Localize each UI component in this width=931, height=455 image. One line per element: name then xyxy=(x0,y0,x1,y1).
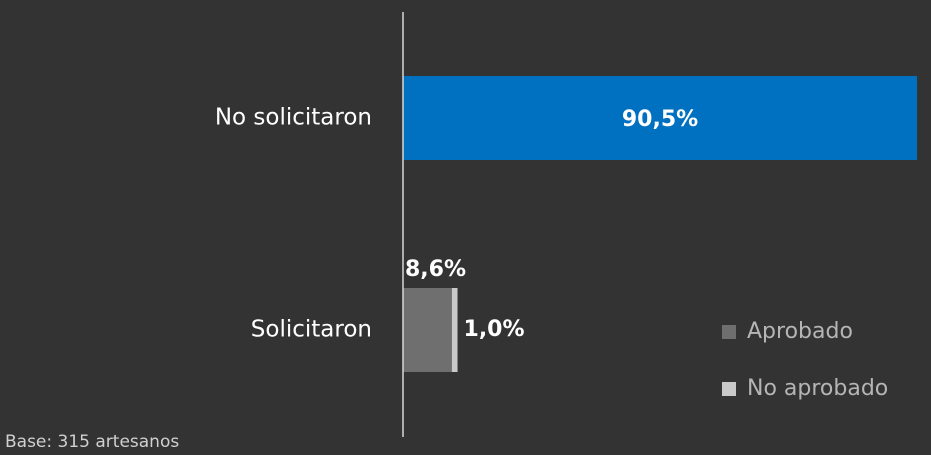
value-label: 1,0% xyxy=(464,317,525,342)
bar xyxy=(451,288,458,372)
legend-swatch xyxy=(722,382,736,396)
category-label: No solicitaron xyxy=(215,105,372,131)
footnote: Base: 315 artesanos xyxy=(5,432,179,452)
legend-swatch xyxy=(722,325,736,339)
value-label: 8,6% xyxy=(405,257,466,282)
bar xyxy=(403,288,452,372)
value-label: 90,5% xyxy=(622,107,698,132)
legend-label: Aprobado xyxy=(747,319,853,344)
bar xyxy=(403,76,918,160)
category-label: Solicitaron xyxy=(251,317,372,343)
legend-label: No aprobado xyxy=(747,376,888,401)
